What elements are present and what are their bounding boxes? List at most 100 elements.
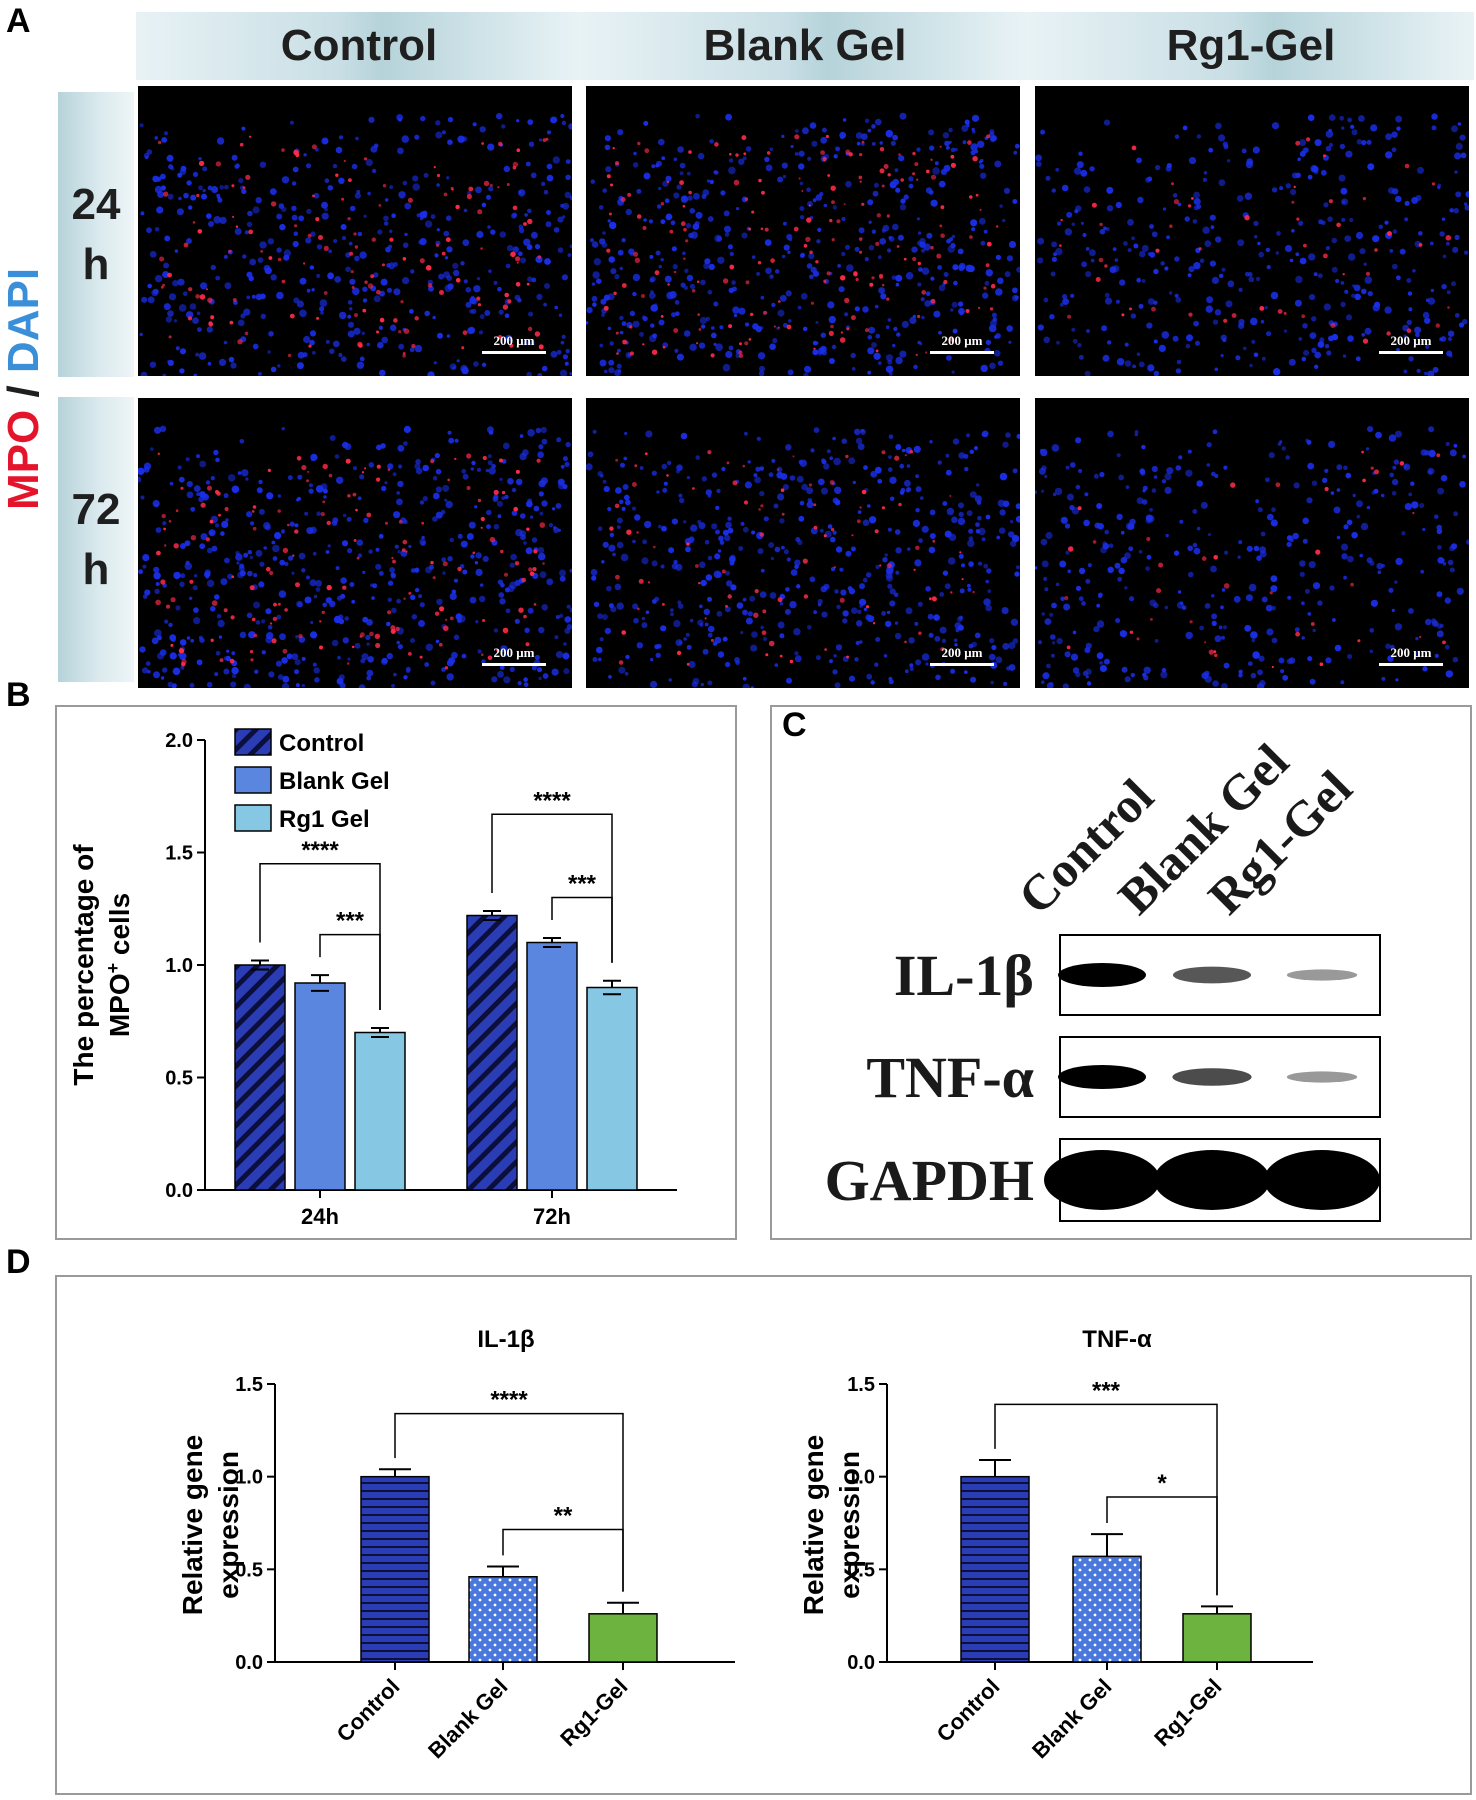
micrograph-control-24h: 200 μm [138, 86, 572, 376]
western-blot: Control Blank Gel Rg1-Gel IL-1β TNF-α GAPDH [772, 707, 1470, 1238]
scale-bar: 200 μm [482, 333, 546, 354]
bar-control [960, 1475, 1030, 1663]
y-tick-label: 0.0 [165, 1180, 193, 1202]
scale-bar-label: 200 μm [941, 333, 983, 348]
legend-label: Blank Gel [279, 768, 390, 795]
bar-rg1-gel-72h [586, 986, 638, 1191]
y-axis-title-mpo: MPO [104, 973, 135, 1037]
blot-band [1058, 1065, 1146, 1089]
scale-bar: 200 μm [1379, 333, 1443, 354]
y-axis-title-line2: expression [834, 1451, 865, 1599]
stain-dapi: DAPI [2, 268, 48, 373]
protein-label: IL-1β [894, 943, 1034, 1008]
significance-bracket [319, 933, 381, 1010]
blot-band [1286, 1071, 1358, 1083]
legend-label: Rg1 Gel [279, 806, 370, 833]
legend-swatch [234, 728, 272, 756]
blot-band [1044, 1150, 1160, 1210]
scale-bar-label: 200 μm [493, 645, 535, 660]
stain-separator: / [2, 373, 48, 410]
tissue-texture [139, 113, 572, 376]
y-tick-label: 1.0 [847, 1467, 875, 1489]
row-72h-unit: h [82, 544, 110, 594]
panel-label-b: B [6, 676, 31, 714]
blot-band [1264, 1150, 1380, 1210]
blot-band [1058, 963, 1146, 987]
significance-label: **** [533, 787, 571, 814]
tissue-texture [586, 427, 1020, 688]
bar-control-72h [466, 914, 518, 1191]
panel-label-c: C [782, 706, 807, 744]
protein-label: GAPDH [825, 1148, 1034, 1213]
legend-label: Control [279, 730, 364, 757]
scale-bar: 200 μm [1379, 645, 1443, 666]
bar-rg1-gel-24h [354, 1031, 406, 1191]
significance-label: *** [336, 908, 365, 935]
micrograph-blank-gel-24h: 200 μm [586, 86, 1020, 376]
x-tick-label: Rg1-Gel [555, 1674, 632, 1751]
y-axis-title-sup: + [103, 963, 123, 974]
scale-bar-label: 200 μm [941, 645, 983, 660]
micrograph-blank-gel-72h: 200 μm [586, 398, 1020, 688]
scale-bar-label: 200 μm [1390, 333, 1432, 348]
y-axis-title-line2: expression [213, 1451, 244, 1599]
x-tick-label: Rg1-Gel [1149, 1674, 1226, 1751]
chart-il1b-expression: 0.0 0.5 1.0 1.5 Relative gene expression IL-1β… [177, 1326, 735, 1763]
y-tick-label: 0.0 [847, 1652, 875, 1674]
y-tick-label: 0.5 [165, 1068, 193, 1090]
y-tick-label: 2.0 [165, 730, 193, 752]
bar-rg1-gel [1182, 1613, 1252, 1663]
tissue-texture [1035, 426, 1469, 688]
panel-label-d: D [6, 1243, 31, 1281]
column-header-control: Control [136, 12, 582, 80]
scale-bar: 200 μm [482, 645, 546, 666]
tissue-texture [586, 112, 1020, 376]
y-axis-title-line1: Relative gene [798, 1435, 829, 1616]
protein-label: TNF-α [866, 1045, 1034, 1110]
significance-label: * [1157, 1470, 1167, 1497]
bar-blank-gel [468, 1575, 538, 1663]
bar-control-24h [234, 964, 286, 1191]
micrograph-rg1-gel-72h: 200 μm [1035, 398, 1469, 688]
panel-d-frame [55, 1275, 1472, 1795]
column-header-blank-gel: Blank Gel [582, 12, 1028, 80]
x-tick-label: Control [932, 1674, 1005, 1747]
y-tick-label: 1.5 [235, 1374, 263, 1396]
y-axis-title-line1: Relative gene [177, 1435, 208, 1616]
legend-swatch [234, 804, 272, 832]
scale-bar-label: 200 μm [493, 333, 535, 348]
x-tick-label: Blank Gel [423, 1674, 512, 1763]
y-tick-label: 1.5 [165, 843, 193, 865]
micrograph-control-72h: 200 μm [138, 398, 572, 688]
y-tick-label: 1.0 [165, 955, 193, 977]
panel-c-frame [770, 705, 1472, 1240]
y-axis-title-line1: The percentage of [68, 844, 99, 1086]
x-tick-label: 72h [533, 1204, 571, 1229]
x-tick-label: Control [332, 1674, 405, 1747]
y-tick-label: 0.0 [235, 1652, 263, 1674]
legend-swatch [234, 766, 272, 794]
significance-label: ** [554, 1502, 573, 1529]
chart-title: TNF-α [1082, 1326, 1152, 1353]
significance-label: **** [301, 837, 339, 864]
micrograph-rg1-gel-24h: 200 μm [1035, 86, 1469, 376]
blot-band [1286, 969, 1358, 981]
stain-mpo: MPO [2, 410, 48, 510]
scale-bar: 200 μm [930, 333, 994, 354]
significance-bracket [551, 896, 613, 963]
row-header-24h: 24 h [58, 92, 134, 377]
bar-blank-gel [1072, 1555, 1142, 1663]
bar-blank-gel-72h [526, 941, 578, 1191]
scale-bar-label: 200 μm [1390, 645, 1432, 660]
panel-b-frame [55, 705, 737, 1240]
blot-band [1172, 1068, 1252, 1086]
y-axis-title-line2: MPO+ cells [103, 893, 135, 1037]
significance-label: *** [1092, 1377, 1121, 1404]
chart-tnfa-expression: 0.0 0.5 1.0 1.5 Relative gene expression TNF-α… [798, 1326, 1313, 1763]
significance-bracket [1106, 1496, 1218, 1596]
significance-bracket [502, 1528, 624, 1592]
panel-label-a: A [6, 2, 31, 40]
significance-bracket [491, 813, 613, 963]
svg-text:MPO / DAPI: MPO / DAPI [2, 268, 48, 510]
y-tick-label: 1.0 [235, 1467, 263, 1489]
